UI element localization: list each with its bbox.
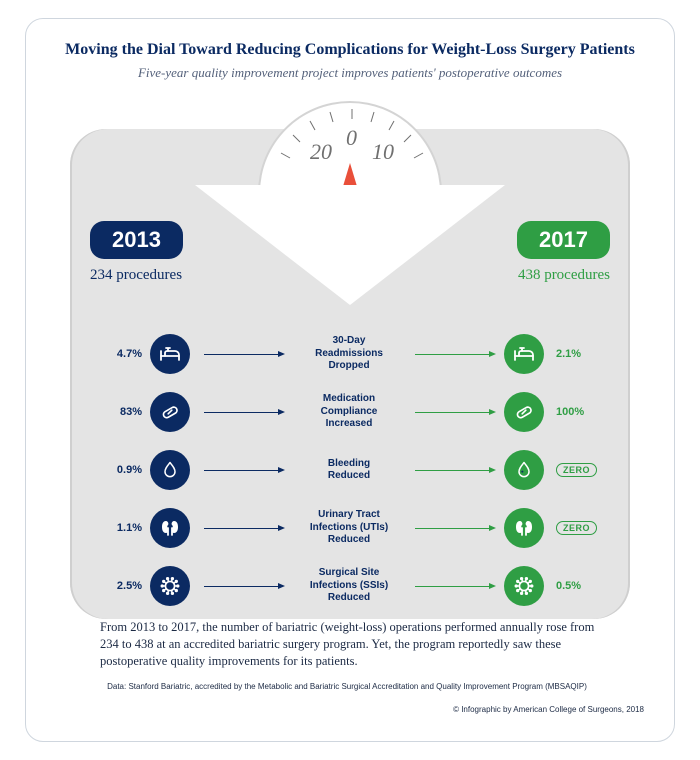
metric-label: BleedingReduced bbox=[293, 458, 405, 483]
page-subtitle: Five-year quality improvement project im… bbox=[50, 65, 650, 81]
summary-text: From 2013 to 2017, the number of bariatr… bbox=[50, 619, 650, 670]
metric-label: 30-DayReadmissionsDropped bbox=[293, 335, 405, 373]
metric-row: 4.7% 30-DayReadmissionsDropped 2.1% bbox=[104, 325, 596, 383]
infographic-card: Moving the Dial Toward Reducing Complica… bbox=[25, 18, 675, 742]
scale-notch bbox=[195, 185, 505, 305]
metric-row: 2.5% Surgical SiteInfections (SSIs)Reduce… bbox=[104, 557, 596, 615]
droplet-icon bbox=[504, 450, 544, 490]
arrow-icon bbox=[198, 470, 289, 471]
page-title: Moving the Dial Toward Reducing Complica… bbox=[50, 41, 650, 59]
arrow-icon bbox=[409, 412, 500, 413]
metric-row: 0.9% BleedingReduced ZERO bbox=[104, 441, 596, 499]
metric-value-2017: 2.1% bbox=[552, 348, 596, 360]
arrow-icon bbox=[409, 528, 500, 529]
metric-label: Surgical SiteInfections (SSIs)Reduced bbox=[293, 567, 405, 605]
metric-value-2013: 1.1% bbox=[104, 522, 146, 534]
dial-label-right: 10 bbox=[372, 139, 394, 164]
virus-icon bbox=[150, 566, 190, 606]
metric-value-2017: 100% bbox=[552, 406, 596, 418]
procedures-2013: 234 procedures bbox=[90, 267, 182, 284]
zero-badge: ZERO bbox=[556, 463, 597, 477]
kidneys-icon bbox=[504, 508, 544, 548]
zero-badge: ZERO bbox=[556, 521, 597, 535]
metric-row: 83% MedicationComplianceIncreased 100% bbox=[104, 383, 596, 441]
data-source: Data: Stanford Bariatric, accredited by … bbox=[50, 682, 650, 691]
procedures-2017: 438 procedures bbox=[518, 267, 610, 284]
pill-icon bbox=[150, 392, 190, 432]
metric-rows: 4.7% 30-DayReadmissionsDropped 2.1% 83% Medi… bbox=[104, 325, 596, 615]
arrow-icon bbox=[409, 354, 500, 355]
dial-label-center: 0 bbox=[346, 125, 357, 150]
year-pill-2017: 2017 bbox=[517, 221, 610, 259]
metric-label: Urinary TractInfections (UTIs)Reduced bbox=[293, 509, 405, 547]
metric-value-2013: 0.9% bbox=[104, 464, 146, 476]
arrow-icon bbox=[198, 412, 289, 413]
bed-icon bbox=[150, 334, 190, 374]
year-pill-2013: 2013 bbox=[90, 221, 183, 259]
scale-dial: 20 0 10 bbox=[258, 101, 442, 193]
copyright: © Infographic by American College of Sur… bbox=[50, 705, 650, 714]
metric-value-2017: ZERO bbox=[552, 521, 596, 535]
metric-value-2013: 2.5% bbox=[104, 580, 146, 592]
metric-value-2017: ZERO bbox=[552, 463, 596, 477]
arrow-icon bbox=[198, 354, 289, 355]
arrow-icon bbox=[198, 586, 289, 587]
metric-value-2013: 83% bbox=[104, 406, 146, 418]
kidneys-icon bbox=[150, 508, 190, 548]
virus-icon bbox=[504, 566, 544, 606]
pill-icon bbox=[504, 392, 544, 432]
metric-value-2013: 4.7% bbox=[104, 348, 146, 360]
bed-icon bbox=[504, 334, 544, 374]
dial-label-left: 20 bbox=[310, 139, 332, 164]
arrow-icon bbox=[409, 470, 500, 471]
metric-value-2017: 0.5% bbox=[552, 580, 596, 592]
arrow-icon bbox=[409, 586, 500, 587]
metric-label: MedicationComplianceIncreased bbox=[293, 393, 405, 431]
scale-graphic: 20 0 10 2013 2017 234 procedures 438 pro… bbox=[50, 93, 650, 613]
arrow-icon bbox=[198, 528, 289, 529]
droplet-icon bbox=[150, 450, 190, 490]
metric-row: 1.1% Urinary TractInfections (UTIs)Reduce… bbox=[104, 499, 596, 557]
